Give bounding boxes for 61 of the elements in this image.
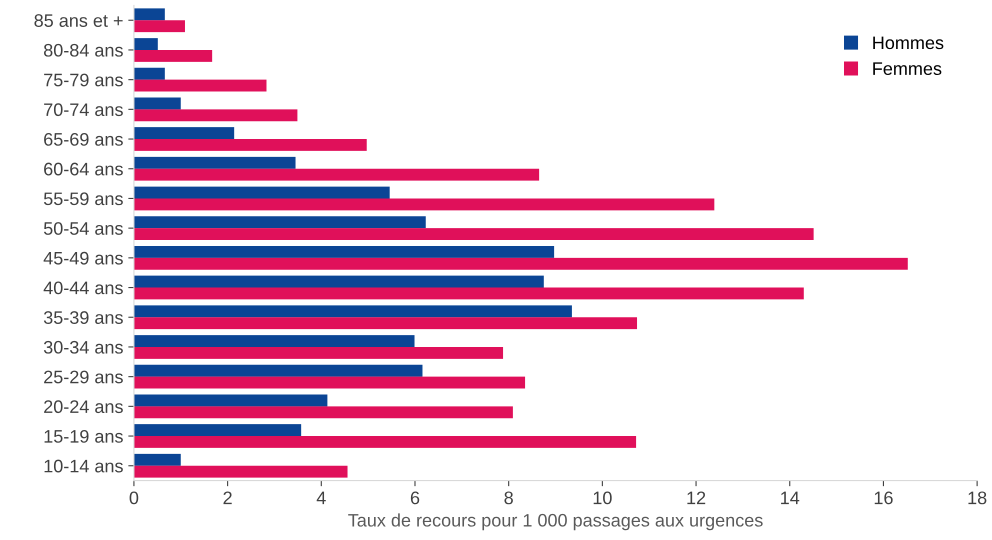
- bar: [134, 168, 540, 181]
- y-tick-label: 60-64 ans: [44, 162, 123, 176]
- bar: [134, 436, 636, 448]
- y-tick-label: 15-19 ans: [44, 430, 123, 443]
- y-tick-label: 75-79 ans: [44, 74, 123, 86]
- bar: [134, 80, 266, 92]
- bar: [134, 258, 908, 270]
- bar: [134, 38, 158, 50]
- y-tick-label: 45-49 ans: [44, 252, 123, 265]
- bar: [134, 228, 814, 240]
- x-tick-label: 18: [968, 491, 986, 504]
- bar: [134, 68, 165, 80]
- bar: [134, 288, 804, 300]
- bar: [134, 97, 181, 110]
- y-tick-label: 70-74 ans: [44, 103, 123, 116]
- legend-label: Hommes: [873, 36, 944, 50]
- y-tick-label: 40-44 ans: [44, 281, 123, 294]
- bar: [134, 376, 526, 389]
- bar: [134, 364, 422, 377]
- y-tick-label: 30-34 ans: [44, 340, 123, 354]
- bar: [134, 466, 348, 478]
- x-tick-label: 6: [410, 491, 420, 504]
- bar: [134, 246, 554, 258]
- y-tick-label: 55-59 ans: [44, 192, 123, 206]
- y-tick-label: 35-39 ans: [44, 311, 123, 324]
- bar: [134, 127, 234, 140]
- bar: [134, 406, 513, 418]
- y-tick-label: 20-24 ans: [44, 400, 123, 414]
- x-tick-label: 14: [781, 492, 800, 504]
- bar: [134, 139, 367, 151]
- bar: [134, 8, 165, 20]
- y-tick-label: 50-54 ans: [44, 222, 123, 235]
- bar: [134, 276, 544, 288]
- bar: [134, 198, 714, 210]
- x-axis-title: Taux de recours pour 1 000 passages aux urgences: [348, 513, 763, 530]
- bar: [134, 156, 296, 169]
- x-tick-label: 4: [316, 492, 326, 504]
- bar: [134, 317, 638, 330]
- y-tick-label: 25-29 ans: [44, 370, 123, 384]
- bar: [134, 305, 572, 318]
- x-tick-label: 0: [130, 491, 138, 504]
- x-tick-label: 8: [504, 491, 513, 504]
- x-tick-label: 12: [687, 491, 706, 504]
- bar: [134, 109, 298, 122]
- x-tick-label: 16: [874, 491, 893, 504]
- bar: [134, 454, 181, 466]
- bar: [134, 424, 302, 436]
- y-tick-label: 65-69 ans: [44, 132, 123, 146]
- legend-label: Femmes: [873, 62, 942, 76]
- bar: [134, 216, 426, 228]
- x-tick-label: 10: [594, 491, 612, 504]
- bar: [134, 346, 504, 359]
- bar: [134, 186, 390, 198]
- bar: [134, 335, 415, 347]
- y-tick-label: 85 ans et +: [34, 14, 123, 27]
- y-tick-label: 80-84 ans: [44, 44, 123, 57]
- bar: [134, 394, 328, 406]
- bar: [134, 50, 212, 62]
- y-tick-label: 10-14 ans: [44, 460, 123, 472]
- bar: [134, 20, 185, 32]
- x-tick-label: 2: [223, 491, 232, 504]
